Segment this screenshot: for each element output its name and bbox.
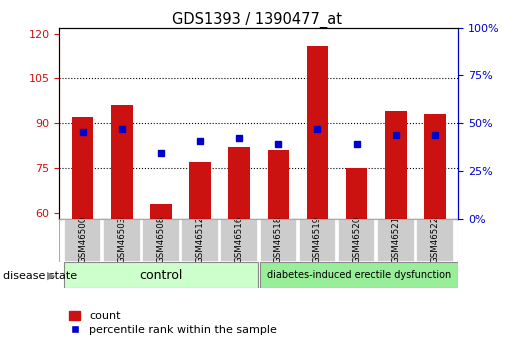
Bar — [103, 219, 141, 262]
Text: GSM46522: GSM46522 — [431, 216, 439, 263]
Text: disease state: disease state — [3, 271, 77, 281]
Text: control: control — [139, 269, 183, 282]
Text: diabetes-induced erectile dysfunction: diabetes-induced erectile dysfunction — [267, 270, 451, 280]
Text: GSM46519: GSM46519 — [313, 216, 322, 263]
Text: GSM46508: GSM46508 — [157, 216, 165, 263]
Bar — [424, 114, 445, 219]
Bar — [260, 262, 458, 288]
Bar — [260, 219, 297, 262]
Legend: count, percentile rank within the sample: count, percentile rank within the sample — [65, 306, 282, 339]
Text: GSM46500: GSM46500 — [78, 216, 87, 263]
Bar — [142, 219, 180, 262]
Text: GSM46503: GSM46503 — [117, 216, 126, 263]
Bar — [111, 105, 132, 219]
Bar — [416, 219, 454, 262]
Bar — [64, 262, 258, 288]
Bar — [190, 162, 211, 219]
Bar — [338, 219, 375, 262]
Bar — [72, 117, 93, 219]
Bar — [377, 219, 415, 262]
Bar — [229, 147, 250, 219]
Bar — [268, 150, 289, 219]
Text: ▶: ▶ — [47, 271, 56, 281]
Text: GDS1393 / 1390477_at: GDS1393 / 1390477_at — [173, 12, 342, 28]
Bar — [181, 219, 219, 262]
Bar — [346, 168, 367, 219]
Text: GSM46520: GSM46520 — [352, 216, 361, 263]
Text: GSM46516: GSM46516 — [235, 216, 244, 263]
Bar — [299, 219, 336, 262]
Bar — [220, 219, 258, 262]
Text: GSM46512: GSM46512 — [196, 216, 204, 263]
Bar — [385, 111, 406, 219]
Bar — [64, 219, 101, 262]
Bar — [307, 46, 328, 219]
Text: GSM46518: GSM46518 — [274, 216, 283, 263]
Bar — [150, 204, 171, 219]
Text: GSM46521: GSM46521 — [391, 216, 400, 263]
